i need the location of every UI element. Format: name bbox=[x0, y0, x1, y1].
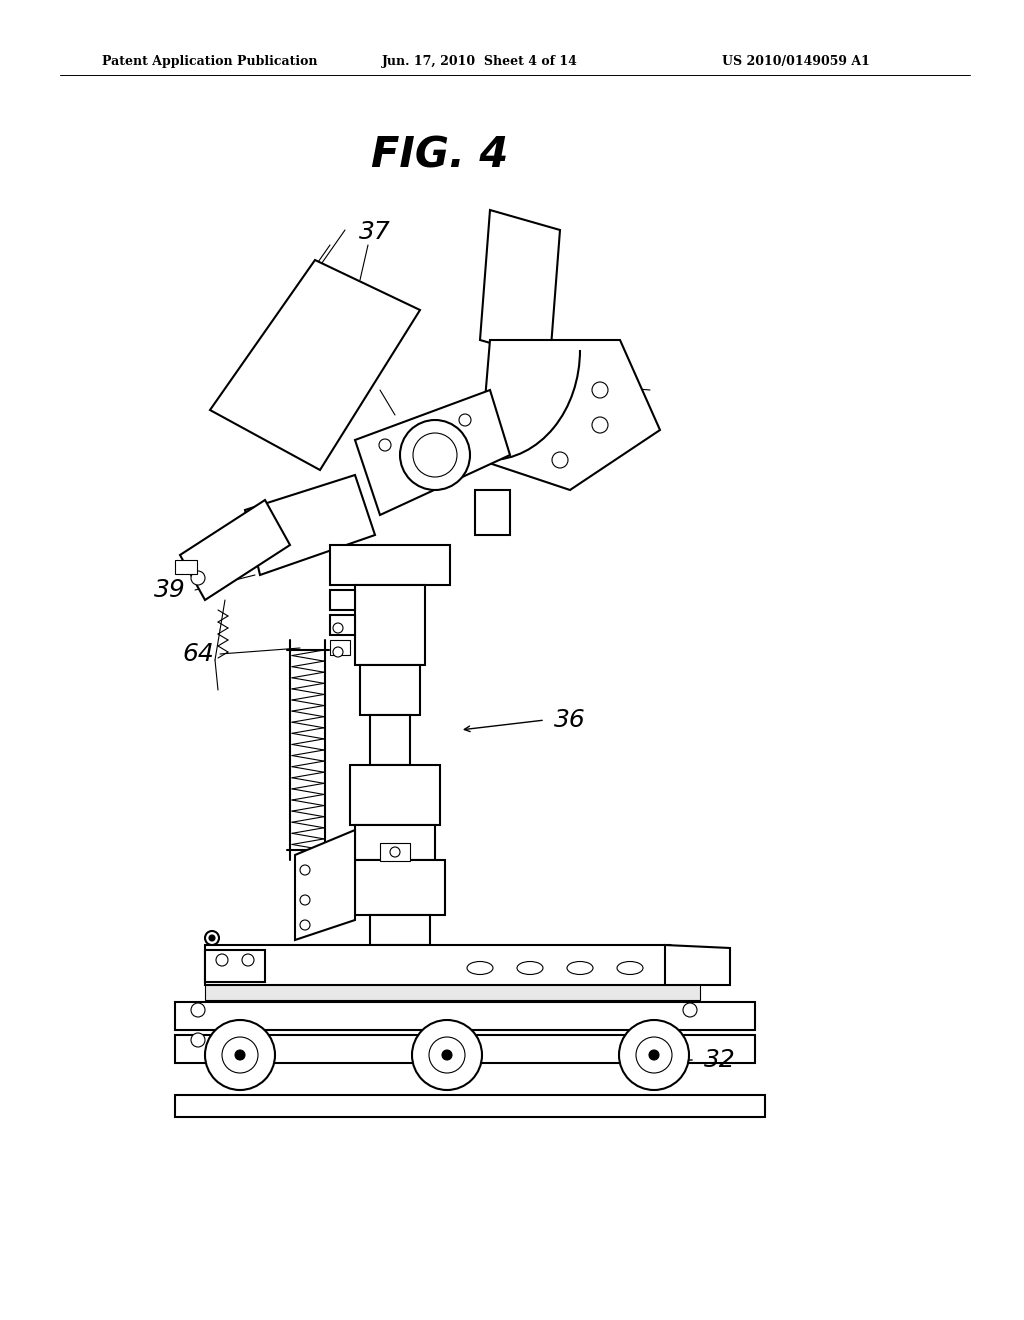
Polygon shape bbox=[210, 260, 420, 470]
Bar bbox=[370, 915, 430, 945]
Bar bbox=[475, 490, 510, 535]
Circle shape bbox=[400, 420, 470, 490]
Bar bbox=[205, 950, 265, 982]
Polygon shape bbox=[295, 830, 355, 940]
Polygon shape bbox=[665, 945, 730, 985]
Circle shape bbox=[205, 931, 219, 945]
Polygon shape bbox=[355, 389, 510, 515]
Bar bbox=[330, 640, 350, 655]
Circle shape bbox=[636, 1038, 672, 1073]
Circle shape bbox=[459, 414, 471, 426]
Bar bbox=[370, 715, 410, 766]
Circle shape bbox=[429, 1038, 465, 1073]
Circle shape bbox=[209, 935, 215, 941]
Text: 37: 37 bbox=[359, 220, 391, 244]
Bar bbox=[350, 766, 440, 825]
Bar bbox=[355, 825, 435, 861]
Circle shape bbox=[222, 1038, 258, 1073]
Bar bbox=[175, 1096, 765, 1117]
Text: 64: 64 bbox=[182, 642, 214, 667]
Bar bbox=[175, 560, 197, 574]
Polygon shape bbox=[480, 210, 560, 360]
Circle shape bbox=[412, 1020, 482, 1090]
Bar bbox=[380, 843, 410, 861]
Circle shape bbox=[413, 433, 457, 477]
Bar bbox=[330, 545, 450, 585]
Circle shape bbox=[191, 1034, 205, 1047]
Circle shape bbox=[649, 1049, 659, 1060]
Circle shape bbox=[300, 895, 310, 906]
Bar bbox=[360, 665, 420, 715]
Circle shape bbox=[205, 1020, 275, 1090]
Circle shape bbox=[592, 381, 608, 399]
Text: 36: 36 bbox=[554, 708, 586, 733]
Text: Patent Application Publication: Patent Application Publication bbox=[102, 55, 317, 69]
Circle shape bbox=[234, 1049, 245, 1060]
Text: 39: 39 bbox=[155, 578, 186, 602]
Polygon shape bbox=[245, 475, 375, 576]
Circle shape bbox=[242, 954, 254, 966]
Bar bbox=[355, 861, 445, 915]
Circle shape bbox=[333, 623, 343, 634]
Polygon shape bbox=[205, 945, 700, 985]
Circle shape bbox=[442, 1049, 452, 1060]
Polygon shape bbox=[180, 500, 290, 601]
Bar bbox=[355, 585, 425, 665]
Circle shape bbox=[592, 417, 608, 433]
Circle shape bbox=[300, 920, 310, 931]
Circle shape bbox=[300, 865, 310, 875]
Circle shape bbox=[390, 847, 400, 857]
Circle shape bbox=[333, 647, 343, 657]
Bar bbox=[175, 1035, 755, 1063]
Circle shape bbox=[379, 440, 391, 451]
Bar bbox=[330, 590, 355, 610]
Circle shape bbox=[552, 451, 568, 469]
Bar bbox=[205, 985, 700, 1001]
Circle shape bbox=[683, 1003, 697, 1016]
Circle shape bbox=[191, 1003, 205, 1016]
Bar bbox=[330, 615, 355, 635]
Bar bbox=[175, 1002, 755, 1030]
Circle shape bbox=[618, 1020, 689, 1090]
Circle shape bbox=[191, 572, 205, 585]
Polygon shape bbox=[480, 341, 660, 490]
Text: US 2010/0149059 A1: US 2010/0149059 A1 bbox=[722, 55, 870, 69]
Text: FIG. 4: FIG. 4 bbox=[372, 135, 509, 176]
Circle shape bbox=[216, 954, 228, 966]
Text: Jun. 17, 2010  Sheet 4 of 14: Jun. 17, 2010 Sheet 4 of 14 bbox=[382, 55, 578, 69]
Text: 32: 32 bbox=[705, 1048, 736, 1072]
